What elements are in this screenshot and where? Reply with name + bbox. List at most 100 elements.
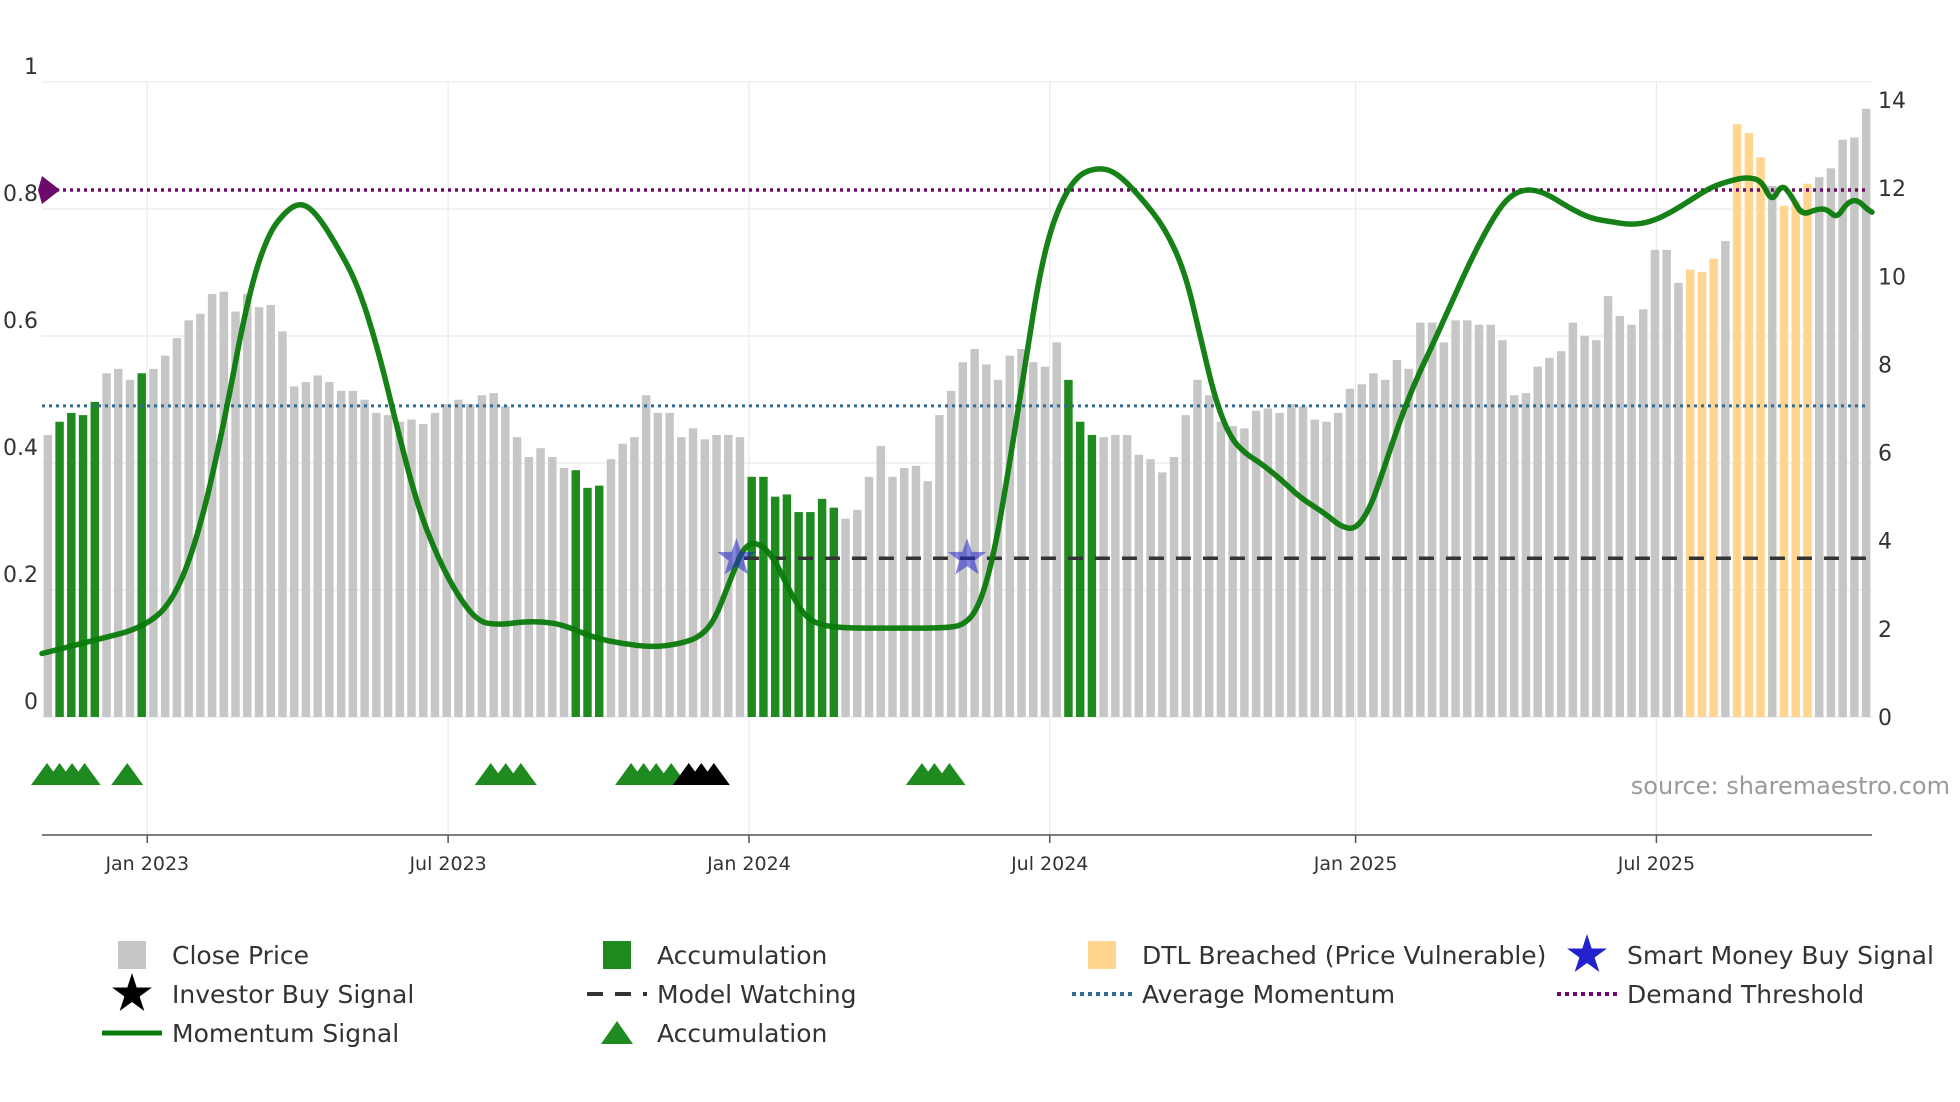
close-price-bar — [243, 293, 252, 717]
legend-label: Accumulation — [657, 941, 827, 970]
close-price-bar — [1826, 168, 1836, 717]
legend-label: Model Watching — [657, 980, 857, 1009]
close-price-bar — [1768, 185, 1777, 718]
close-price-bar — [501, 406, 510, 717]
left-axis-label: 0.8 — [3, 182, 38, 207]
close-price-bar — [1146, 459, 1155, 717]
close-price-bar — [489, 393, 498, 717]
accumulation-bar — [759, 476, 768, 717]
close-price-bar — [301, 382, 311, 717]
accumulation-bar — [594, 485, 604, 717]
dtl-breached-bar — [1697, 271, 1707, 717]
grid-lines — [42, 81, 1872, 835]
accumulation-bar — [67, 412, 76, 717]
close-price-bar — [149, 368, 158, 717]
legend-label: Smart Money Buy Signal — [1627, 941, 1934, 970]
close-price-bar — [1662, 249, 1671, 718]
right-axis-label: 10 — [1878, 265, 1906, 290]
close-price-bar — [1603, 296, 1613, 717]
close-price-bar — [1545, 357, 1554, 717]
right-axis-label: 4 — [1878, 530, 1892, 555]
accumulation-bar — [747, 476, 756, 717]
demand-threshold-marker — [38, 175, 60, 204]
x-tick-label: Jan 2025 — [1313, 853, 1398, 875]
left-axis-label: 0 — [24, 690, 38, 715]
close-price-bar — [477, 395, 487, 717]
close-price-bar — [1861, 108, 1871, 718]
close-price-bar — [1322, 421, 1331, 717]
close-price-bar — [653, 412, 663, 717]
accumulation-bar — [829, 507, 839, 717]
legend-triangle-icon — [601, 1021, 633, 1044]
close-price-bar — [735, 437, 745, 717]
close-price-bar — [1052, 342, 1061, 717]
right-axis-label: 14 — [1878, 89, 1906, 114]
accumulation-triangle — [933, 763, 966, 785]
close-price-bar — [348, 390, 358, 717]
close-price-bar — [970, 349, 979, 717]
right-axis-label: 0 — [1878, 706, 1892, 731]
close-price-bar — [184, 320, 193, 717]
close-price-bar — [630, 437, 639, 717]
close-price-bar — [1474, 324, 1484, 717]
close-price-bar — [1380, 379, 1390, 717]
close-price-bar — [1615, 315, 1625, 717]
close-price-bar — [841, 518, 850, 717]
source-label: source: sharemaestro.com — [1631, 772, 1950, 800]
accumulation-bar — [782, 494, 792, 717]
left-axis-label: 0.2 — [3, 563, 38, 588]
close-price-bar — [993, 379, 1003, 717]
close-price-bar — [700, 439, 710, 717]
close-price-bar — [677, 437, 686, 717]
close-price-bar — [1639, 309, 1648, 717]
accumulation-bar — [583, 487, 592, 717]
close-price-bar — [207, 293, 217, 717]
close-price-bar — [1310, 419, 1320, 717]
close-price-bar — [935, 415, 944, 717]
close-price-bar — [1650, 249, 1660, 718]
accumulation-bar — [1075, 421, 1085, 717]
dtl-breached-bar — [1732, 124, 1742, 718]
right-axis-label: 6 — [1878, 442, 1892, 467]
close-price-bar — [313, 375, 322, 717]
close-price-bar — [958, 362, 968, 717]
close-price-bar — [923, 481, 932, 717]
close-price-bar — [289, 386, 299, 717]
close-price-bar — [407, 419, 416, 717]
close-price-bar — [1134, 454, 1144, 717]
close-price-bar — [524, 456, 534, 717]
x-tick-label: Jan 2024 — [706, 853, 791, 875]
close-price-bar — [1099, 437, 1108, 717]
legend-label: Investor Buy Signal — [172, 980, 414, 1009]
close-price-bar — [465, 404, 475, 717]
legend-label: Accumulation — [657, 1019, 827, 1048]
close-price-bar — [1228, 426, 1237, 717]
close-price-bar — [219, 291, 229, 717]
close-price-bar — [172, 337, 182, 717]
x-tick-label: Jul 2024 — [1010, 853, 1088, 875]
close-price-bar — [1721, 241, 1730, 717]
legend: Close Price Accumulation DTL Breached (Pri… — [102, 934, 1934, 1048]
close-price-bar — [1439, 342, 1449, 717]
close-price-bar — [1568, 322, 1578, 717]
x-tick-label: Jul 2025 — [1617, 853, 1695, 875]
close-price-bar — [1240, 428, 1249, 717]
close-price-bar — [454, 399, 463, 717]
dtl-breached-bar — [1756, 157, 1765, 718]
signal-markers — [31, 538, 987, 785]
close-price-bar — [1404, 368, 1413, 717]
accumulation-triangle — [504, 763, 537, 785]
close-price-bar — [864, 476, 874, 717]
left-axis-label: 0.6 — [3, 309, 38, 334]
close-price-bar — [1263, 408, 1273, 717]
close-price-bar — [1369, 373, 1378, 717]
close-price-bar — [372, 412, 381, 717]
close-price-bar — [43, 434, 53, 717]
close-price-bar — [1838, 139, 1847, 717]
legend-label: Demand Threshold — [1627, 980, 1864, 1009]
close-price-bar — [1193, 379, 1202, 717]
close-price-bar — [512, 437, 522, 717]
close-price-bar — [606, 459, 616, 717]
close-price-bar — [1204, 395, 1214, 717]
